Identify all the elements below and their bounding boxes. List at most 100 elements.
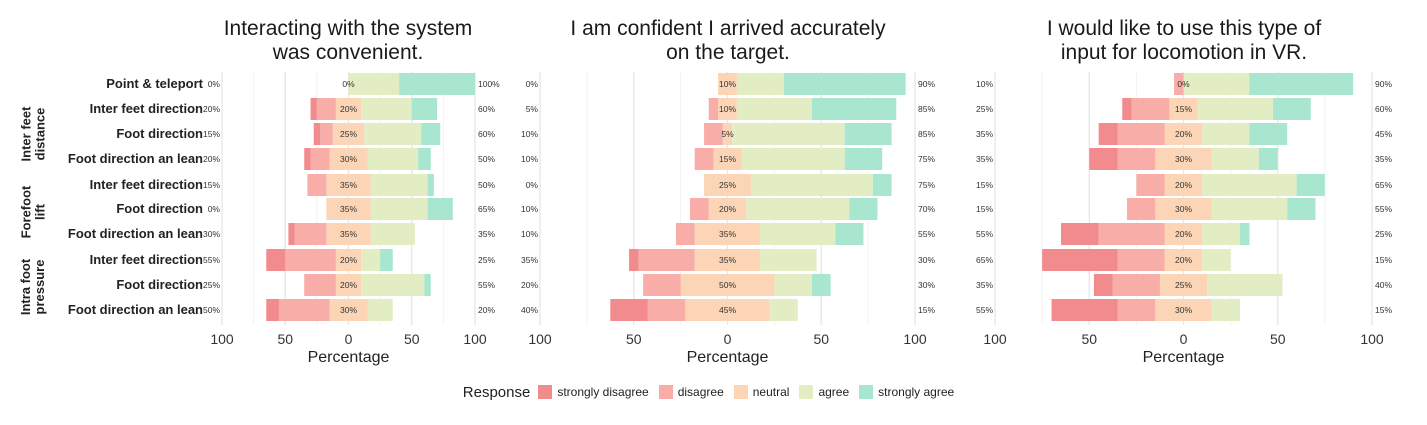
panel-title: input for locomotion in VR. (1060, 41, 1308, 64)
bar-strongly-disagree (304, 148, 311, 170)
bar-strongly-disagree (629, 249, 639, 271)
bar-agree (732, 123, 845, 145)
bar-label-high: 35% (478, 229, 495, 239)
bar-strongly-agree (849, 198, 878, 220)
bar-disagree (647, 299, 686, 321)
bar-agree (361, 98, 412, 120)
bar-strongly-disagree (310, 98, 317, 120)
bar-label-low: 10% (976, 79, 993, 89)
bar-label-low: 20% (203, 154, 220, 164)
bar-neutral (722, 123, 733, 145)
bar-label-low: 35% (976, 280, 993, 290)
bar-neutral (1155, 148, 1212, 170)
bar-label-low: 10% (521, 204, 538, 214)
bar-agree (364, 123, 422, 145)
bar-neutral (335, 249, 362, 271)
bar-label-high: 30% (918, 280, 935, 290)
bar-agree (746, 198, 850, 220)
x-tick-label: 50 (277, 331, 293, 347)
legend-key-strongly-agree (859, 385, 874, 399)
bar-label-neutral: 0% (1177, 79, 1190, 89)
x-tick-label: 100 (528, 331, 552, 347)
bar-strongly-agree (418, 148, 431, 170)
bar-label-high: 100% (478, 79, 500, 89)
bar-label-high: 65% (1375, 180, 1392, 190)
x-tick-label: 0 (724, 331, 732, 347)
bar-label-low: 35% (976, 154, 993, 164)
bar-label-high: 55% (1375, 204, 1392, 214)
bar-agree (361, 249, 381, 271)
bar-neutral (718, 98, 737, 120)
bar-neutral (332, 123, 365, 145)
bar-strongly-agree (411, 98, 438, 120)
row-label: Foot direction an lean (67, 226, 203, 241)
bar-label-low: 25% (976, 104, 993, 114)
panel-title: I would like to use this type of (1046, 17, 1322, 40)
bar-disagree (1117, 123, 1165, 145)
bar-neutral (694, 223, 761, 245)
bar-neutral (713, 148, 742, 170)
bar-neutral (1164, 123, 1203, 145)
bar-neutral (704, 174, 751, 196)
bar-label-high: 70% (918, 204, 935, 214)
bar-strongly-agree (1258, 148, 1278, 170)
row-label: Foot direction (116, 126, 203, 141)
bar-label-low: 35% (521, 255, 538, 265)
bar-strongly-disagree (266, 249, 286, 271)
legend-label-agree: agree (818, 385, 850, 399)
bar-label-high: 90% (1375, 79, 1392, 89)
bar-neutral (694, 249, 761, 271)
bar-disagree (316, 98, 336, 120)
bar-agree (750, 174, 873, 196)
bar-label-high: 55% (918, 229, 935, 239)
bar-label-neutral: 20% (719, 204, 736, 214)
bar-agree (1202, 249, 1231, 271)
legend-key-strongly-disagree (538, 385, 553, 399)
x-tick-label: 100 (210, 331, 234, 347)
bar-label-low: 0% (208, 79, 221, 89)
bar-disagree (690, 198, 709, 220)
bar-label-neutral: 20% (1175, 229, 1192, 239)
bar-disagree (704, 123, 723, 145)
bar-neutral (708, 198, 747, 220)
bar-label-high: 60% (1375, 104, 1392, 114)
bar-label-neutral: 15% (1175, 104, 1192, 114)
bar-label-low: 50% (203, 305, 220, 315)
bar-strongly-agree (427, 174, 434, 196)
bar-disagree (694, 148, 714, 170)
bar-agree (1202, 123, 1250, 145)
bar-disagree (310, 148, 330, 170)
bar-disagree (675, 223, 695, 245)
bar-label-low: 15% (203, 129, 220, 139)
row-group-label-text: Intra foot pressure (18, 258, 48, 315)
bar-label-low: 20% (521, 280, 538, 290)
bar-disagree (1117, 249, 1165, 271)
bar-label-neutral: 35% (719, 255, 736, 265)
x-tick-label: 100 (463, 331, 487, 347)
x-tick-label: 50 (626, 331, 642, 347)
bar-label-low: 0% (526, 79, 539, 89)
x-tick-label: 100 (983, 331, 1007, 347)
bar-disagree (643, 274, 681, 296)
bar-label-low: 55% (203, 255, 220, 265)
bar-label-neutral: 45% (719, 305, 736, 315)
bar-strongly-disagree (288, 223, 295, 245)
bar-strongly-agree (399, 73, 475, 95)
bar-strongly-agree (380, 249, 393, 271)
legend-label-disagree: disagree (677, 385, 724, 399)
bar-label-neutral: 35% (340, 229, 357, 239)
bar-disagree (304, 274, 336, 296)
legend: Response strongly disagree disagree neut… (0, 381, 1427, 403)
bar-agree (370, 174, 428, 196)
bar-label-neutral: 15% (719, 154, 736, 164)
bar-strongly-agree (1240, 223, 1250, 245)
bar-label-neutral: 30% (340, 154, 357, 164)
legend-item-neutral: neutral (733, 385, 790, 399)
legend-label-strongly-agree: strongly agree (878, 385, 955, 399)
bar-label-low: 5% (526, 104, 539, 114)
legend-label-neutral: neutral (752, 385, 790, 399)
bar-disagree (1174, 73, 1184, 95)
bar-agree (1202, 223, 1241, 245)
bar-strongly-disagree (1098, 123, 1118, 145)
bar-label-neutral: 20% (1175, 180, 1192, 190)
